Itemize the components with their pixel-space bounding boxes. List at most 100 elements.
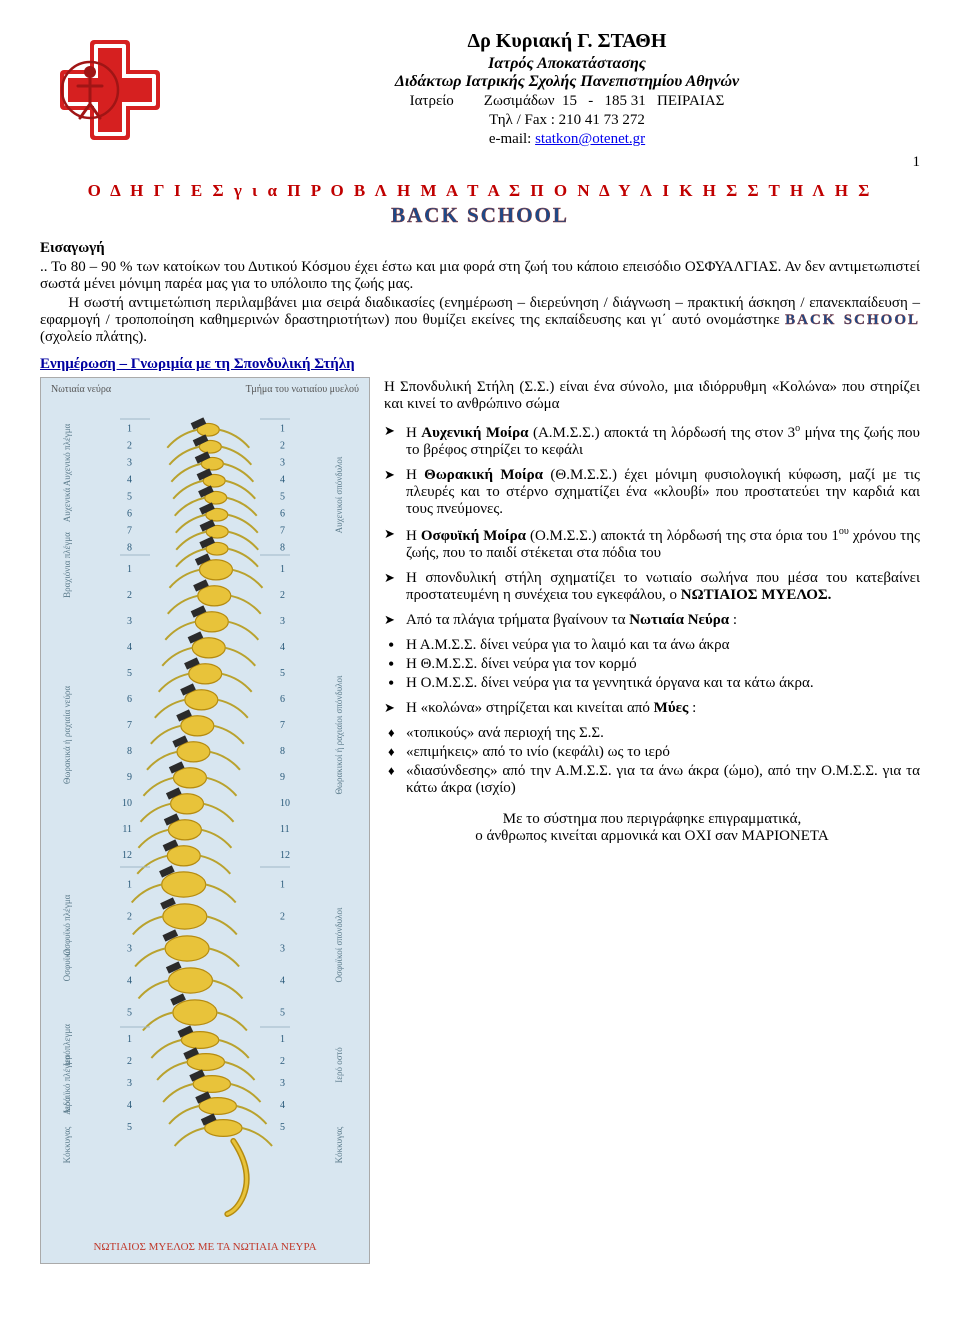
svg-text:7: 7 bbox=[280, 720, 285, 731]
svg-text:1: 1 bbox=[280, 880, 285, 891]
email-link[interactable]: statkon@otenet.gr bbox=[535, 131, 645, 147]
svg-text:3: 3 bbox=[127, 1078, 132, 1089]
two-column-layout: Νωτιαία νεύρα Τμήμα του νωτιαίου μυελού … bbox=[40, 377, 920, 1264]
svg-text:5: 5 bbox=[127, 1008, 132, 1019]
figure-top-labels: Νωτιαία νεύρα Τμήμα του νωτιαίου μυελού bbox=[41, 378, 369, 401]
svg-text:2: 2 bbox=[127, 912, 132, 923]
svg-text:Αυχενικό πλέγμα: Αυχενικό πλέγμα bbox=[62, 423, 72, 486]
svg-text:4: 4 bbox=[280, 1100, 285, 1111]
svg-text:4: 4 bbox=[280, 976, 285, 987]
svg-text:2: 2 bbox=[280, 440, 285, 451]
thoracic-bullet: Η Θωρακική Μοίρα (Θ.Μ.Σ.Σ.) έχει μόνιμη … bbox=[384, 467, 920, 518]
svg-text:4: 4 bbox=[127, 976, 132, 987]
svg-text:3: 3 bbox=[280, 1078, 285, 1089]
svg-text:3: 3 bbox=[127, 457, 132, 468]
figure-caption: ΝΩΤΙΑΙΟΣ ΜΥΕΛΟΣ ΜΕ ΤΑ ΝΩΤΙΑΙΑ ΝΕΥΡΑ bbox=[41, 1237, 369, 1263]
intro-paragraph-2: Η σωστή αντιμετώπιση περιλαμβάνει μια σε… bbox=[40, 295, 920, 346]
main-title: Ο Δ Η Γ Ι Ε Σ γ ι α Π Ρ Ο Β Λ Η Μ Α Τ Α … bbox=[40, 181, 920, 201]
intro-heading: Εισαγωγή bbox=[40, 240, 920, 257]
svg-text:2: 2 bbox=[127, 590, 132, 601]
svg-text:5: 5 bbox=[127, 1122, 132, 1133]
svg-text:1: 1 bbox=[280, 1034, 285, 1045]
muscle-sub-1: «τοπικούς» ανά περιοχή της Σ.Σ. bbox=[384, 725, 920, 742]
spine-figure: Νωτιαία νεύρα Τμήμα του νωτιαίου μυελού … bbox=[40, 377, 370, 1264]
fig-label-top-left: Νωτιαία νεύρα bbox=[51, 384, 111, 395]
muscles-sublist: «τοπικούς» ανά περιοχή της Σ.Σ. «επιμήκε… bbox=[384, 725, 920, 797]
svg-text:1: 1 bbox=[127, 423, 132, 434]
nerves-sublist: Η Α.Μ.Σ.Σ. δίνει νεύρα για το λαιμό και … bbox=[384, 637, 920, 692]
svg-text:7: 7 bbox=[127, 720, 132, 731]
svg-text:3: 3 bbox=[280, 457, 285, 468]
closing-line-1: Με το σύστημα που περιγράφηκε επιγραμματ… bbox=[384, 811, 920, 828]
figure-column: Νωτιαία νεύρα Τμήμα του νωτιαίου μυελού … bbox=[40, 377, 370, 1264]
svg-text:12: 12 bbox=[280, 850, 290, 861]
svg-text:7: 7 bbox=[127, 525, 132, 536]
cervical-bullet: Η Αυχενική Μοίρα (Α.Μ.Σ.Σ.) αποκτά τη λό… bbox=[384, 423, 920, 459]
svg-text:3: 3 bbox=[127, 616, 132, 627]
svg-text:1: 1 bbox=[127, 1034, 132, 1045]
logo bbox=[40, 30, 190, 150]
svg-text:Βραχιόνια πλέγμα: Βραχιόνια πλέγμα bbox=[62, 532, 72, 598]
svg-text:3: 3 bbox=[127, 944, 132, 955]
lumbar-item: Η Οσφυϊκή Μοίρα (Ο.Μ.Σ.Σ.) αποκτά τη λόρ… bbox=[384, 526, 920, 562]
svg-text:4: 4 bbox=[127, 474, 132, 485]
svg-text:4: 4 bbox=[127, 642, 132, 653]
svg-text:11: 11 bbox=[280, 824, 290, 835]
svg-text:1: 1 bbox=[127, 564, 132, 575]
svg-text:2: 2 bbox=[127, 440, 132, 451]
svg-text:10: 10 bbox=[280, 798, 290, 809]
svg-text:11: 11 bbox=[122, 824, 132, 835]
svg-text:1: 1 bbox=[127, 880, 132, 891]
nerves-item: Από τα πλάγια τρήματα βγαίνουν τα Νωτιαί… bbox=[384, 612, 920, 629]
svg-text:5: 5 bbox=[280, 491, 285, 502]
svg-text:Οσφυϊκό πλέγμα: Οσφυϊκό πλέγμα bbox=[62, 894, 72, 955]
svg-text:5: 5 bbox=[280, 668, 285, 679]
page-number: 1 bbox=[40, 154, 920, 171]
svg-text:3: 3 bbox=[280, 616, 285, 627]
spine-diagram: 1122334455667788112233445566778899101011… bbox=[41, 401, 369, 1237]
svg-text:3: 3 bbox=[280, 944, 285, 955]
closing-line-2: ο άνθρωπος κινείται αρμονικά και ΟΧΙ σαν… bbox=[384, 828, 920, 845]
svg-text:8: 8 bbox=[127, 542, 132, 553]
back-school-inline: BACK SCHOOL bbox=[785, 312, 920, 328]
svg-text:8: 8 bbox=[127, 746, 132, 757]
header: Δρ Κυριακή Γ. ΣΤΑΘΗ Ιατρός Αποκατάστασης… bbox=[40, 30, 920, 150]
svg-text:Κόκκυγας: Κόκκυγας bbox=[62, 1126, 72, 1163]
muscles-bullet: Η «κολώνα» στηρίζεται και κινείται από Μ… bbox=[384, 700, 920, 717]
svg-text:Θωρακικοί ή ραχιαίοι σπόνδυλοι: Θωρακικοί ή ραχιαίοι σπόνδυλοι bbox=[334, 675, 344, 795]
muscle-sub-3: «διασύνδεσης» από την Α.Μ.Σ.Σ. για τα άν… bbox=[384, 763, 920, 797]
svg-text:Αυχενικά: Αυχενικά bbox=[62, 488, 72, 523]
nerve-sub-2: Η Θ.Μ.Σ.Σ. δίνει νεύρα για τον κορμό bbox=[384, 656, 920, 673]
svg-text:4: 4 bbox=[280, 474, 285, 485]
svg-text:6: 6 bbox=[280, 694, 285, 705]
svg-text:Αυχενικοί σπόνδυλοι: Αυχενικοί σπόνδυλοι bbox=[334, 456, 344, 533]
cervical-item: Η Αυχενική Μοίρα (Α.Μ.Σ.Σ.) αποκτά τη λό… bbox=[384, 423, 920, 459]
sub-title: BACK SCHOOL bbox=[40, 203, 920, 228]
svg-text:2: 2 bbox=[127, 1056, 132, 1067]
spine-intro: Η Σπονδυλική Στήλη (Σ.Σ.) είναι ένα σύνο… bbox=[384, 379, 920, 413]
lumbar-bullet: Η Οσφυϊκή Μοίρα (Ο.Μ.Σ.Σ.) αποκτά τη λόρ… bbox=[384, 526, 920, 562]
muscles-item: Η «κολώνα» στηρίζεται και κινείται από Μ… bbox=[384, 700, 920, 717]
svg-text:9: 9 bbox=[127, 772, 132, 783]
spinal-canal-bullet: Η σπονδυλική στήλη σχηματίζει το νωτιαίο… bbox=[384, 570, 920, 604]
svg-text:2: 2 bbox=[280, 1056, 285, 1067]
svg-text:Κόκκυγας: Κόκκυγας bbox=[334, 1126, 344, 1163]
svg-text:Οσφυϊκά: Οσφυϊκά bbox=[62, 948, 72, 981]
svg-text:6: 6 bbox=[127, 694, 132, 705]
svg-text:5: 5 bbox=[280, 1008, 285, 1019]
svg-text:10: 10 bbox=[122, 798, 132, 809]
doctor-subtitle-1: Ιατρός Αποκατάστασης bbox=[214, 55, 920, 73]
header-text-block: Δρ Κυριακή Γ. ΣΤΑΘΗ Ιατρός Αποκατάστασης… bbox=[214, 30, 920, 148]
svg-text:5: 5 bbox=[280, 1122, 285, 1133]
muscle-sub-2: «επιμήκεις» από το ινίο (κεφάλι) ως το ι… bbox=[384, 744, 920, 761]
nerve-sub-3: Η Ο.Μ.Σ.Σ. δίνει νεύρα για τα γεννητικά … bbox=[384, 675, 920, 692]
svg-text:2: 2 bbox=[280, 912, 285, 923]
svg-text:4: 4 bbox=[280, 642, 285, 653]
svg-text:5: 5 bbox=[127, 668, 132, 679]
svg-text:7: 7 bbox=[280, 525, 285, 536]
svg-text:6: 6 bbox=[280, 508, 285, 519]
doctor-name: Δρ Κυριακή Γ. ΣΤΑΘΗ bbox=[214, 30, 920, 53]
phone-fax: Τηλ / Fax : 210 41 73 272 bbox=[214, 112, 920, 129]
doctor-subtitle-2: Διδάκτωρ Ιατρικής Σχολής Πανεπιστημίου Α… bbox=[214, 73, 920, 91]
intro-p2-b: (σχολείο πλάτης). bbox=[40, 329, 147, 345]
